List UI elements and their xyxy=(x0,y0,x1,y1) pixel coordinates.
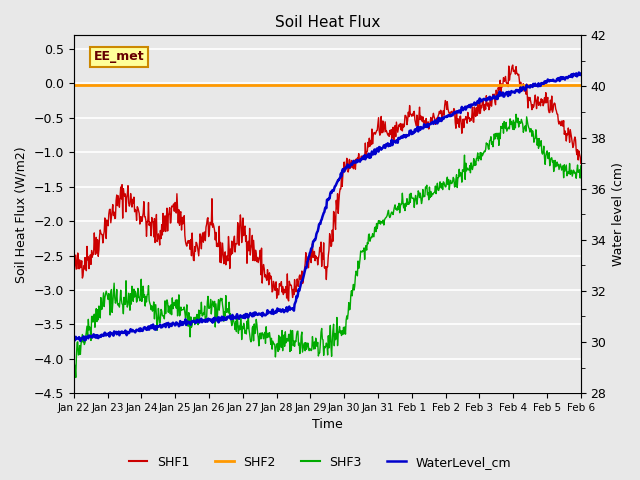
WaterLevel_cm xyxy=(268,311,275,316)
Line: SHF3: SHF3 xyxy=(74,114,581,377)
SHF2 xyxy=(223,82,230,87)
SHF1 xyxy=(267,273,275,279)
WaterLevel_cm xyxy=(77,338,84,344)
SHF1 xyxy=(408,111,416,117)
SHF3 xyxy=(408,195,416,201)
WaterLevel_cm xyxy=(248,313,256,319)
SHF1 xyxy=(577,160,585,166)
SHF1 xyxy=(70,262,77,268)
X-axis label: Time: Time xyxy=(312,419,342,432)
SHF1 xyxy=(380,129,388,135)
Y-axis label: Soil Heat Flux (W/m2): Soil Heat Flux (W/m2) xyxy=(15,146,28,283)
Y-axis label: Water level (cm): Water level (cm) xyxy=(612,162,625,266)
WaterLevel_cm xyxy=(408,129,416,135)
SHF1 xyxy=(285,298,292,304)
SHF1 xyxy=(223,253,230,259)
WaterLevel_cm xyxy=(130,328,138,334)
SHF3 xyxy=(72,374,79,380)
Line: WaterLevel_cm: WaterLevel_cm xyxy=(74,72,581,341)
SHF3 xyxy=(512,111,520,117)
Text: EE_met: EE_met xyxy=(94,50,145,63)
SHF3 xyxy=(268,336,275,341)
Title: Soil Heat Flux: Soil Heat Flux xyxy=(275,15,380,30)
SHF1 xyxy=(509,62,516,68)
Line: SHF1: SHF1 xyxy=(74,65,581,301)
SHF2 xyxy=(577,82,585,87)
SHF3 xyxy=(380,222,388,228)
SHF3 xyxy=(577,163,585,169)
SHF1 xyxy=(129,201,137,206)
SHF2 xyxy=(408,82,415,87)
SHF3 xyxy=(70,356,77,361)
WaterLevel_cm xyxy=(70,336,77,342)
WaterLevel_cm xyxy=(577,71,585,77)
WaterLevel_cm xyxy=(223,314,231,320)
SHF2 xyxy=(129,82,137,87)
SHF3 xyxy=(248,325,256,331)
SHF2 xyxy=(267,82,275,87)
SHF2 xyxy=(70,82,77,87)
WaterLevel_cm xyxy=(380,143,388,148)
SHF2 xyxy=(380,82,387,87)
SHF3 xyxy=(223,308,231,314)
SHF2 xyxy=(248,82,255,87)
SHF1 xyxy=(248,242,255,248)
Legend: SHF1, SHF2, SHF3, WaterLevel_cm: SHF1, SHF2, SHF3, WaterLevel_cm xyxy=(124,451,516,474)
SHF3 xyxy=(130,286,138,292)
WaterLevel_cm xyxy=(575,70,582,75)
